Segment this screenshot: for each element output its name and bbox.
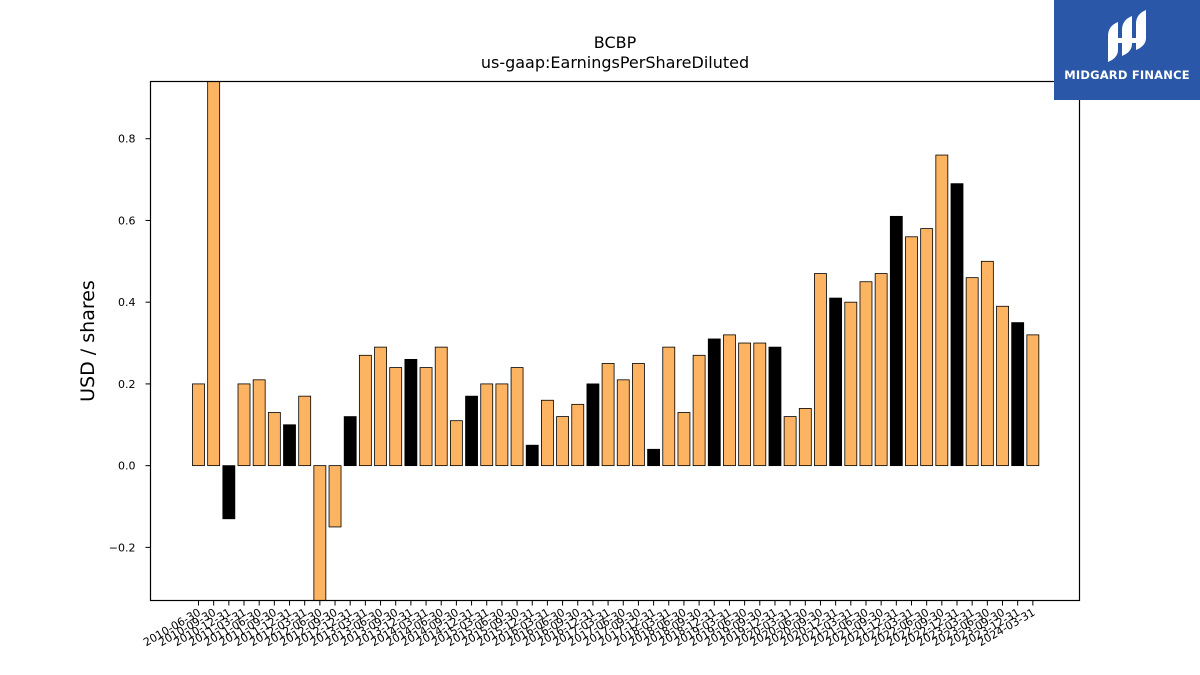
bar-2020-09-30 [814, 273, 827, 467]
bar-2021-09-30 [874, 273, 888, 467]
bar-2011-09-30 [267, 412, 281, 467]
chart-subtitle: us-gaap:EarningsPerShareDiluted [481, 53, 749, 72]
bar-2015-06-30 [495, 383, 509, 467]
logo-text: MIDGARD FINANCE [1064, 68, 1190, 82]
bar-2019-09-30 [753, 342, 767, 467]
bar-2013-03-31 [358, 354, 372, 467]
bar-2013-12-31 [404, 358, 418, 467]
bar-2015-03-31 [480, 383, 494, 467]
bar-2013-09-30 [389, 367, 403, 467]
bar-2016-09-30 [571, 403, 585, 467]
plot-frame [149, 80, 1081, 602]
bar-2023-03-31 [965, 277, 979, 467]
bar-2015-12-31 [525, 444, 539, 467]
y-tick-label: 0.8 [118, 133, 136, 146]
bar-2016-06-30 [556, 416, 569, 467]
bar-2014-12-31 [465, 395, 478, 467]
chart-title: BCBP [594, 33, 637, 52]
bar-2017-03-31 [601, 363, 615, 467]
bar-2024-03-31 [1026, 334, 1040, 467]
bar-2017-12-31 [647, 448, 660, 467]
y-tick-label: −0.2 [109, 541, 136, 554]
y-axis-label: USD / shares [77, 280, 99, 402]
bar-2016-12-31 [586, 383, 600, 467]
y-tick-label: 0.2 [118, 378, 136, 391]
bar-2012-12-31 [343, 416, 357, 467]
bar-2010-06-30 [192, 383, 205, 467]
bar-2014-03-31 [419, 367, 433, 467]
bar-2011-12-31 [283, 424, 296, 467]
logo-mark-icon [1108, 10, 1146, 62]
bar-2022-09-30 [935, 154, 949, 467]
bar-2023-09-30 [996, 305, 1009, 467]
bar-2012-03-31 [298, 395, 312, 467]
bar-2015-09-30 [510, 367, 524, 467]
bar-2017-06-30 [616, 379, 630, 467]
bar-2019-06-30 [738, 342, 752, 467]
bar-2019-12-31 [768, 346, 782, 467]
bar-2011-03-31 [237, 383, 251, 467]
bar-2013-06-30 [374, 346, 387, 467]
bar-2011-06-30 [252, 379, 266, 467]
bar-2019-03-31 [723, 334, 736, 467]
midgard-finance-logo: MIDGARD FINANCE [1054, 0, 1200, 100]
bar-2022-06-30 [920, 228, 934, 467]
bar-2018-06-30 [677, 412, 691, 467]
y-tick-label: 0.6 [118, 214, 136, 227]
bar-2022-03-31 [905, 236, 918, 467]
bar-2014-09-30 [449, 420, 463, 467]
bar-2018-09-30 [692, 354, 706, 467]
bar-2018-03-31 [662, 346, 676, 467]
bar-2010-12-31 [222, 465, 236, 520]
bar-2016-03-31 [541, 399, 554, 467]
bar-2017-09-30 [632, 363, 645, 467]
bar-2010-09-30 [207, 81, 221, 467]
bar-2023-06-30 [980, 260, 994, 467]
bar-2022-12-31 [950, 183, 964, 467]
y-tick-label: 0.4 [118, 296, 136, 309]
bar-2018-12-31 [707, 338, 721, 467]
bar-2021-06-30 [859, 281, 873, 467]
bar-2021-03-31 [844, 301, 858, 467]
bar-2014-06-30 [434, 346, 448, 467]
bar-2020-06-30 [798, 408, 812, 467]
bar-2020-03-31 [783, 416, 797, 467]
bar-2020-12-31 [829, 297, 843, 467]
y-tick-label: 0.0 [118, 460, 136, 473]
bar-2012-06-30 [313, 465, 327, 601]
bar-2021-12-31 [889, 215, 903, 467]
bar-2023-12-31 [1011, 322, 1025, 467]
bar-2012-09-30 [328, 465, 342, 528]
